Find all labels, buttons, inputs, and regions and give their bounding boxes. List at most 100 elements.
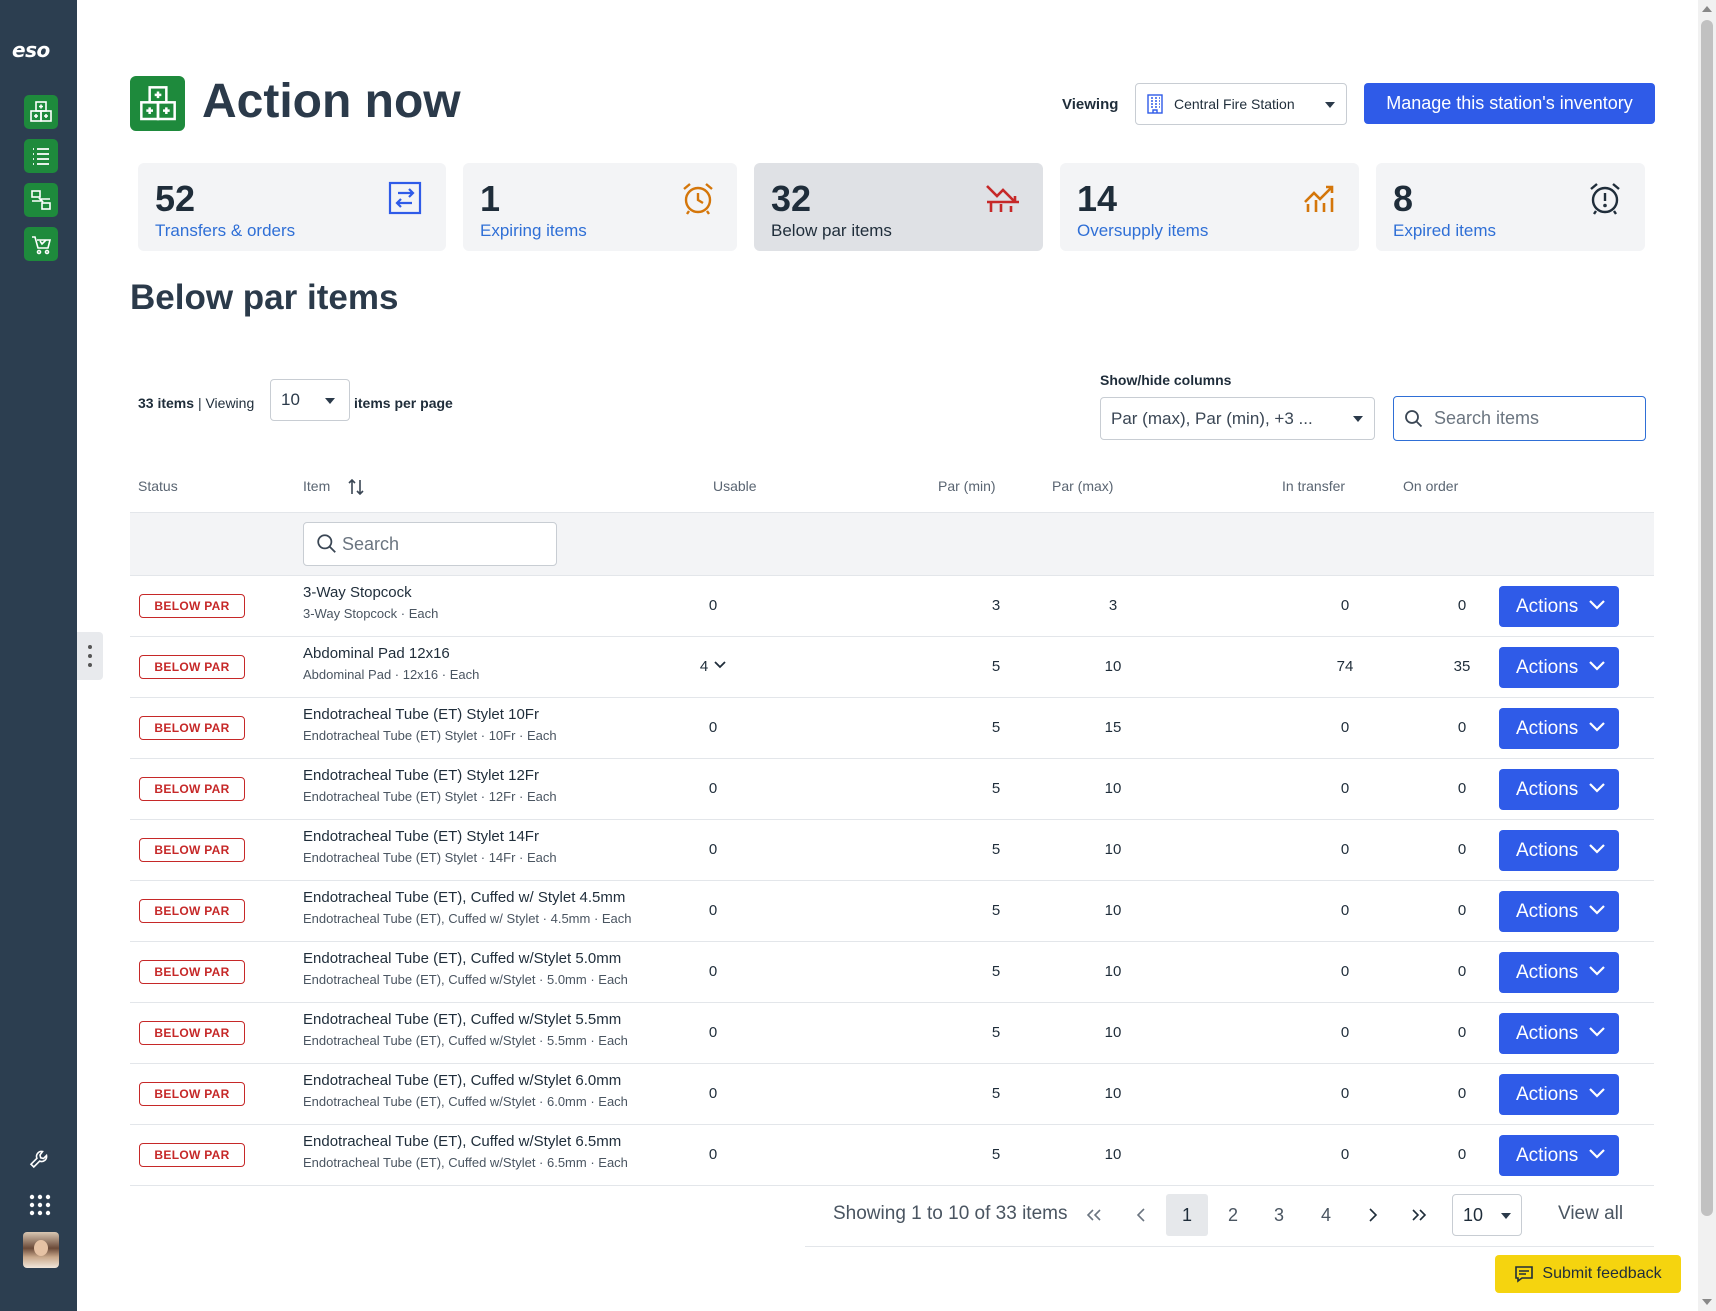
page-button-1[interactable]: 1 [1166,1194,1208,1236]
usable-value: 0 [708,1085,718,1102]
nav-action-now-icon[interactable] [24,95,58,129]
column-header-item[interactable]: Item [303,478,331,494]
station-select[interactable]: Central Fire Station [1135,83,1347,125]
card-count: 8 [1393,178,1414,219]
nav-list-icon[interactable] [24,139,58,173]
sidebar: eso [0,0,77,1311]
actions-button[interactable]: Actions [1499,1074,1619,1115]
card-oversupply-items[interactable]: 14 Oversupply items [1060,163,1359,251]
app-grid-icon[interactable] [22,1187,58,1223]
columns-select-value: Par (max), Par (min), +3 ... [1111,408,1313,428]
alarm-alert-icon [1586,179,1624,217]
par-min-cell: 5 [991,780,1001,797]
item-search-input[interactable]: Search [303,522,557,566]
sidebar-collapse-handle[interactable] [77,632,103,680]
item-name: Endotracheal Tube (ET) Stylet 10Fr [303,706,539,723]
pagination-per-page-select[interactable]: 10 [1452,1194,1522,1236]
actions-button[interactable]: Actions [1499,708,1619,749]
status-badge: BELOW PAR [139,716,245,740]
on-order-cell: 0 [1457,1024,1467,1041]
actions-button[interactable]: Actions [1499,586,1619,627]
page-button-2[interactable]: 2 [1227,1204,1238,1225]
item-name: Endotracheal Tube (ET) Stylet 14Fr [303,828,539,845]
status-badge: BELOW PAR [139,594,245,618]
on-order-cell: 0 [1457,902,1467,919]
double-chevron-right-icon [1412,1209,1427,1221]
page-button-3[interactable]: 3 [1273,1204,1284,1225]
card-expiring-items[interactable]: 1 Expiring items [463,163,737,251]
actions-label: Actions [1516,595,1579,617]
manage-inventory-button[interactable]: Manage this station's inventory [1364,83,1655,124]
chevron-down-icon [1589,600,1605,610]
search-items-input[interactable]: Search items [1393,396,1646,441]
par-max-cell: 10 [1104,1146,1122,1163]
actions-button[interactable]: Actions [1499,891,1619,932]
table-row: BELOW PAR Endotracheal Tube (ET), Cuffed … [130,1125,1654,1186]
prev-page-button[interactable] [1120,1194,1162,1236]
card-expired-items[interactable]: 8 Expired items [1376,163,1645,251]
par-min-cell: 5 [991,963,1001,980]
showhide-columns-select[interactable]: Par (max), Par (min), +3 ... [1100,397,1375,440]
par-max-cell: 10 [1104,841,1122,858]
nav-transfer-icon[interactable] [24,183,58,217]
actions-label: Actions [1516,1083,1579,1105]
par-max-cell: 10 [1104,1085,1122,1102]
first-page-button[interactable] [1073,1194,1115,1236]
par-min-cell: 5 [991,1085,1001,1102]
last-page-button[interactable] [1398,1194,1440,1236]
chevron-down-icon [1325,102,1335,108]
actions-button[interactable]: Actions [1499,1013,1619,1054]
nav-cart-icon[interactable] [24,227,58,261]
items-count-text: 33 items | Viewing [138,395,255,411]
actions-button[interactable]: Actions [1499,952,1619,993]
pagination-per-page-value: 10 [1463,1204,1484,1225]
scroll-down-arrow-icon[interactable] [1702,1299,1712,1305]
status-badge: BELOW PAR [139,1143,245,1167]
alarm-clock-icon [679,179,717,217]
actions-button[interactable]: Actions [1499,1135,1619,1176]
actions-button[interactable]: Actions [1499,647,1619,688]
actions-label: Actions [1516,900,1579,922]
usable-value: 0 [708,719,718,736]
par-min-cell: 5 [991,841,1001,858]
usable-cell[interactable]: 4 [683,658,743,675]
item-description: Endotracheal Tube (ET), Cuffed w/ Stylet… [303,911,632,926]
view-all-link[interactable]: View all [1558,1203,1624,1224]
per-page-select[interactable]: 10 [270,379,350,421]
status-badge: BELOW PAR [139,655,245,679]
chevron-down-icon [1589,722,1605,732]
status-badge: BELOW PAR [139,777,245,801]
action-now-page-icon [130,76,185,131]
chevron-right-icon [1369,1208,1378,1222]
card-label: Transfers & orders [155,221,296,240]
building-icon [1146,94,1164,114]
chevron-down-icon[interactable] [714,661,726,669]
page-button-4[interactable]: 4 [1320,1204,1331,1225]
next-page-button[interactable] [1352,1194,1394,1236]
submit-feedback-button[interactable]: Submit feedback [1495,1255,1681,1293]
user-avatar[interactable] [23,1232,59,1268]
item-name: Endotracheal Tube (ET) Stylet 12Fr [303,767,539,784]
par-max-cell: 10 [1104,963,1122,980]
wrench-icon[interactable] [22,1142,58,1178]
card-label: Below par items [771,221,892,240]
station-select-value: Central Fire Station [1174,96,1295,112]
status-badge: BELOW PAR [139,1021,245,1045]
showhide-columns-label: Show/hide columns [1100,372,1232,388]
scroll-up-arrow-icon[interactable] [1702,6,1712,12]
usable-cell: 0 [683,719,743,736]
page-scrollbar[interactable] [1698,0,1716,1311]
column-header-status: Status [138,478,178,494]
eso-logo: eso [12,38,50,62]
usable-cell: 0 [683,597,743,614]
item-name: Endotracheal Tube (ET), Cuffed w/Stylet … [303,1011,622,1028]
card-below-par-items[interactable]: 32 Below par items [754,163,1043,251]
scrollbar-thumb[interactable] [1701,20,1713,1216]
actions-button[interactable]: Actions [1499,830,1619,871]
column-header-par-min: Par (min) [938,478,996,494]
sort-icon[interactable] [348,478,364,501]
actions-button[interactable]: Actions [1499,769,1619,810]
card-transfers-orders[interactable]: 52 Transfers & orders [138,163,446,251]
double-chevron-left-icon [1086,1209,1101,1221]
item-description: Endotracheal Tube (ET) Stylet · 12Fr · E… [303,789,557,804]
